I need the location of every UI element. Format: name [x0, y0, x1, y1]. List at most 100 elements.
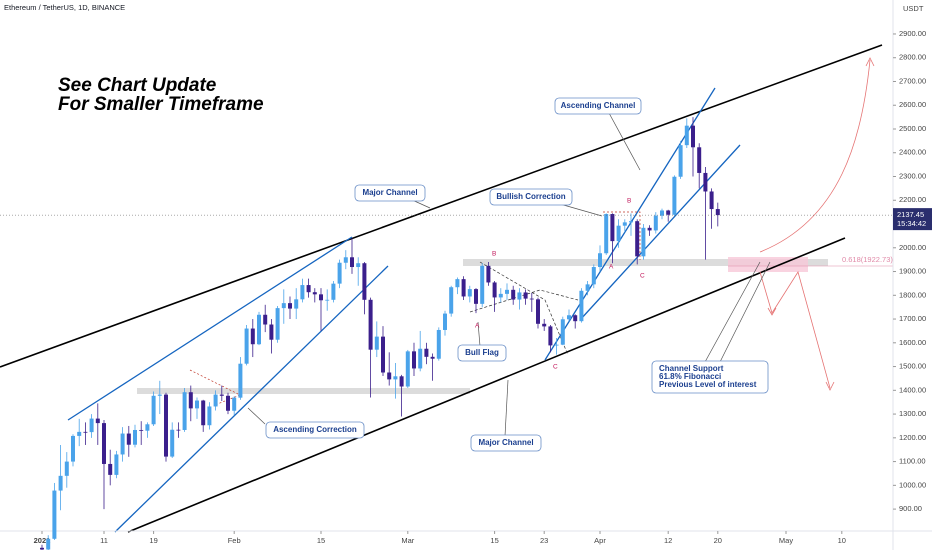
- candle-body: [703, 172, 708, 192]
- x-tick-label: Feb: [228, 536, 241, 545]
- candle-body: [498, 293, 503, 298]
- callout-text: Bullish Correction: [496, 192, 565, 201]
- candle-body: [194, 400, 199, 409]
- candle-body: [647, 227, 652, 231]
- candle-body: [442, 313, 447, 330]
- x-tick-label: 12: [664, 536, 672, 545]
- note: See Chart Update: [58, 75, 217, 96]
- candle-body: [380, 336, 385, 373]
- callout: [489, 188, 573, 206]
- y-tick-label: 2300.00: [899, 171, 926, 180]
- candle-body: [449, 287, 454, 314]
- candle-body: [201, 400, 206, 426]
- candle-body: [157, 394, 162, 396]
- candle-body: [585, 284, 590, 291]
- callout: [354, 184, 426, 202]
- candle-body: [250, 328, 255, 345]
- candle-body: [306, 285, 311, 293]
- candle-body: [318, 294, 323, 301]
- candle-body: [120, 433, 125, 455]
- y-tick-label: 900.00: [899, 504, 922, 513]
- channel-line: [114, 265, 389, 533]
- annotations: See Chart Update For Smaller Timeframe A…: [58, 75, 893, 447]
- callout-text: Channel Support: [659, 364, 724, 373]
- trend-line: [127, 237, 846, 533]
- candle-body: [523, 292, 528, 299]
- candle-body: [114, 454, 119, 475]
- candle-body: [535, 299, 540, 324]
- y-tick-label: 1400.00: [899, 385, 926, 394]
- candle-body: [691, 125, 696, 148]
- x-tick-label: 15: [317, 536, 325, 545]
- candle-body: [579, 290, 584, 322]
- candle-body: [486, 265, 491, 283]
- y-tick-label: 2700.00: [899, 76, 926, 85]
- callout: [554, 97, 642, 115]
- y-tick-label: 1200.00: [899, 433, 926, 442]
- candle-body: [95, 418, 100, 424]
- y-tick-label: 1300.00: [899, 409, 926, 418]
- candle-body: [610, 214, 615, 242]
- candle-body: [325, 299, 330, 301]
- candle-body: [275, 308, 280, 340]
- candle-body: [101, 423, 106, 464]
- candle-body: [176, 429, 181, 431]
- candle-body: [263, 314, 268, 325]
- flag-line: [603, 211, 641, 260]
- callout: [457, 344, 507, 362]
- x-tick-label: 2021: [34, 536, 51, 545]
- level-zone: [463, 259, 828, 266]
- y-tick-label: 2500.00: [899, 124, 926, 133]
- y-tick-label: 2000.00: [899, 243, 926, 252]
- candle-body: [548, 326, 553, 346]
- y-tick-label: 2900.00: [899, 29, 926, 38]
- candle-body: [635, 221, 640, 257]
- x-tick-label: 11: [100, 536, 108, 545]
- y-tick-label: 1900.00: [899, 267, 926, 276]
- candle-body: [170, 429, 175, 457]
- y-tick-label: 1500.00: [899, 362, 926, 371]
- candle-body: [666, 210, 671, 215]
- candle-body: [58, 475, 63, 491]
- candle-body: [126, 433, 131, 445]
- candle-body: [542, 323, 547, 327]
- candle-body: [684, 125, 689, 146]
- candle-body: [597, 253, 602, 268]
- candle-body: [182, 392, 187, 430]
- candle-body: [554, 344, 559, 346]
- candle-body: [529, 298, 534, 300]
- y-tick-label: 2200.00: [899, 195, 926, 204]
- candle-body: [641, 227, 646, 257]
- x-tick-label: May: [779, 536, 793, 545]
- candle-body: [213, 394, 218, 407]
- candle-body: [132, 429, 137, 445]
- candle-body: [294, 299, 299, 309]
- candle-body: [244, 328, 249, 364]
- candle-body: [511, 289, 516, 300]
- candle-body: [436, 329, 441, 359]
- pointer: [704, 261, 771, 363]
- candle-body: [660, 210, 664, 216]
- candle-body: [697, 147, 702, 173]
- candle-body: [628, 221, 633, 223]
- y-tick-label: 1600.00: [899, 338, 926, 347]
- candle-body: [269, 324, 274, 340]
- y-tick-label: 1800.00: [899, 290, 926, 299]
- pointer: [608, 112, 641, 171]
- candle-body: [492, 282, 497, 298]
- callout: [470, 434, 542, 452]
- candle-body: [300, 285, 305, 300]
- note: For Smaller Timeframe: [58, 94, 264, 115]
- flag-line: [189, 369, 241, 406]
- candle-body: [256, 314, 261, 345]
- chart-title: Ethereum / TetherUS, 1D, BINANCE: [4, 3, 125, 12]
- arrow: [865, 57, 875, 67]
- level-zone: [137, 388, 470, 394]
- arrow: [759, 271, 831, 389]
- trend-line: [0, 44, 883, 368]
- candle-body: [151, 395, 156, 425]
- wave-letter: B: [492, 251, 496, 258]
- arrow: [759, 59, 871, 253]
- y-tick-label: 2400.00: [899, 148, 926, 157]
- candle-body: [207, 406, 212, 426]
